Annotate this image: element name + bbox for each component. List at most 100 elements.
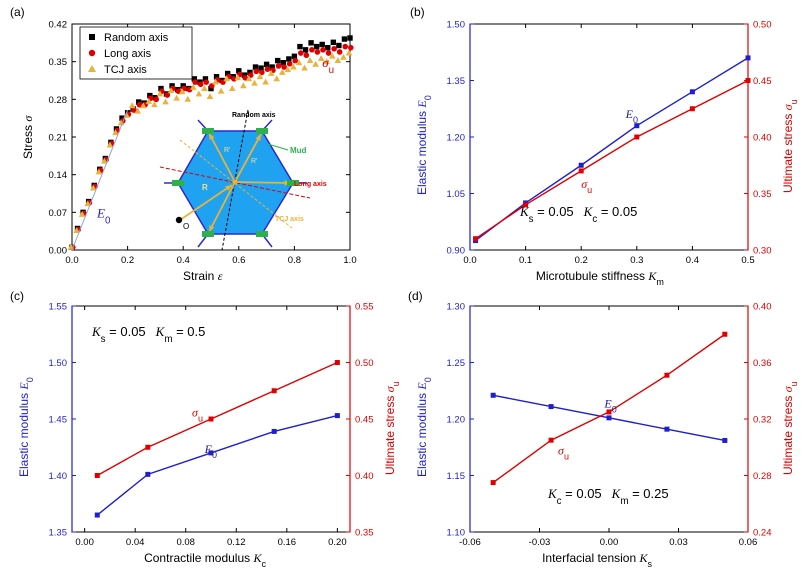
e0-point (606, 415, 612, 421)
point-long-axis (314, 49, 321, 55)
point-tcj-axis (117, 119, 125, 126)
panel-label: (a) (10, 5, 25, 19)
junction-node (287, 180, 299, 186)
point-random-axis (280, 60, 286, 66)
point-long-axis (164, 92, 171, 98)
point-long-axis (348, 44, 354, 51)
e0-point (634, 123, 640, 129)
point-random-axis (286, 56, 292, 62)
point-long-axis (331, 45, 337, 52)
y2-tick-label: 0.40 (355, 471, 374, 482)
point-tcj-axis (190, 83, 197, 90)
point-tcj-axis (284, 66, 292, 73)
sigma-u-point (94, 473, 100, 478)
point-tcj-axis (134, 107, 142, 114)
panel-label: (b) (410, 5, 425, 19)
sigma-u-point (208, 416, 214, 422)
sigma-u-line (96, 361, 338, 477)
y-axis-label-group: Elastic modulus E0 (17, 377, 35, 477)
junction-node (256, 128, 268, 134)
x-axis-label: Interfacial tension Ks (542, 551, 652, 569)
point-tcj-axis (78, 210, 86, 217)
point-tcj-axis (139, 102, 147, 109)
y2-tick-label: 0.45 (753, 76, 772, 87)
inset-label-mud: Mud (290, 146, 307, 155)
long-axis-line (159, 166, 311, 199)
point-random-axis (325, 44, 331, 51)
point-random-axis (330, 39, 337, 45)
legend-label: TCJ axis (104, 64, 147, 76)
x-tick-label: 1.0 (343, 255, 356, 266)
point-long-axis (275, 63, 282, 69)
y2-tick-label: 0.30 (753, 246, 772, 257)
panel-d: -0.06 -0.03 0.00 0.03 0.06 1.10 1.15 1.20 1.25 1.… (408, 289, 799, 569)
point-tcj-axis (312, 60, 319, 67)
inset-label-tcj: TCJ axis (275, 216, 304, 223)
point-tcj-axis (128, 102, 136, 109)
r-prime-arrow-head (255, 134, 261, 141)
y2-tick-label: 0.50 (355, 358, 374, 369)
point-tcj-axis (340, 53, 347, 60)
point-long-axis (131, 107, 137, 113)
point-tcj-axis (206, 93, 214, 100)
inset-diagram: Random axis Long axis TCJ axis Mud O R R' R' (159, 109, 327, 251)
point-random-axis (302, 47, 309, 53)
y-tick-label: 0.90 (447, 246, 466, 257)
sigma-u-point (745, 78, 751, 83)
inset-label-r: R (202, 183, 208, 192)
y2-axis-label-group: Ultimate stress σu (383, 381, 401, 475)
point-long-axis (325, 50, 332, 56)
point-random-axis (224, 70, 231, 77)
r-arrow (208, 181, 236, 233)
e0-point (578, 162, 584, 168)
point-long-axis (281, 64, 287, 70)
inset-label-long: Long axis (294, 181, 327, 188)
point-random-axis (119, 115, 125, 121)
mud-pointer (267, 143, 289, 151)
junction-node (202, 231, 214, 237)
point-random-axis (336, 42, 342, 49)
x-tick-label: 0.08 (176, 537, 195, 548)
point-long-axis (309, 47, 315, 53)
y-axis-label-group: Elastic modulus E0 (415, 95, 433, 195)
params-text: Kc = 0.05 Km = 0.25 (547, 486, 669, 507)
x-tick-label: 0.16 (278, 537, 297, 548)
point-tcj-axis (267, 70, 275, 76)
point-tcj-axis (167, 87, 175, 94)
point-random-axis (297, 43, 303, 50)
y-axis-label: Elastic modulus E0 (415, 95, 433, 195)
inset-label-r2: R' (251, 158, 257, 165)
sigma-u-point (490, 480, 496, 486)
origin-dot (175, 216, 183, 224)
y2-tick-label: 0.55 (355, 302, 374, 313)
y-tick-label: 0.35 (49, 57, 68, 68)
r-prime-arrow (234, 133, 262, 183)
sigma-u-point (523, 202, 529, 208)
e0-slope-line (71, 109, 129, 251)
y-tick-label: 0.42 (49, 20, 68, 31)
panel-a: 0.0 0.2 0.4 0.6 0.8 1.0 0.00 0.07 0.14 0.21 0.28 0.… (10, 5, 357, 283)
point-tcj-axis (329, 52, 336, 59)
point-long-axis (242, 75, 248, 81)
point-random-axis (291, 53, 298, 59)
params-text: Ks = 0.05 Km = 0.5 (91, 324, 205, 345)
y-tick-label: 1.30 (447, 302, 466, 313)
point-tcj-axis (89, 184, 97, 191)
point-tcj-axis (273, 75, 281, 82)
y2-tick-label: 0.28 (753, 471, 772, 482)
sigma-u-point (145, 444, 151, 450)
point-long-axis (286, 61, 293, 67)
r-origin-arrow (179, 184, 233, 221)
point-random-axis (275, 57, 281, 64)
point-random-axis (191, 76, 198, 82)
panel-label: (d) (408, 289, 423, 303)
panel-label: (c) (10, 289, 24, 303)
point-random-axis (258, 65, 264, 71)
point-long-axis (320, 47, 326, 53)
point-tcj-axis (317, 54, 325, 61)
point-tcj-axis (334, 57, 342, 63)
params-text: Ks = 0.05 Kc = 0.05 (519, 204, 637, 225)
point-random-axis (308, 40, 314, 46)
y-tick-label: 1.20 (447, 415, 466, 426)
point-tcj-axis (295, 59, 303, 66)
